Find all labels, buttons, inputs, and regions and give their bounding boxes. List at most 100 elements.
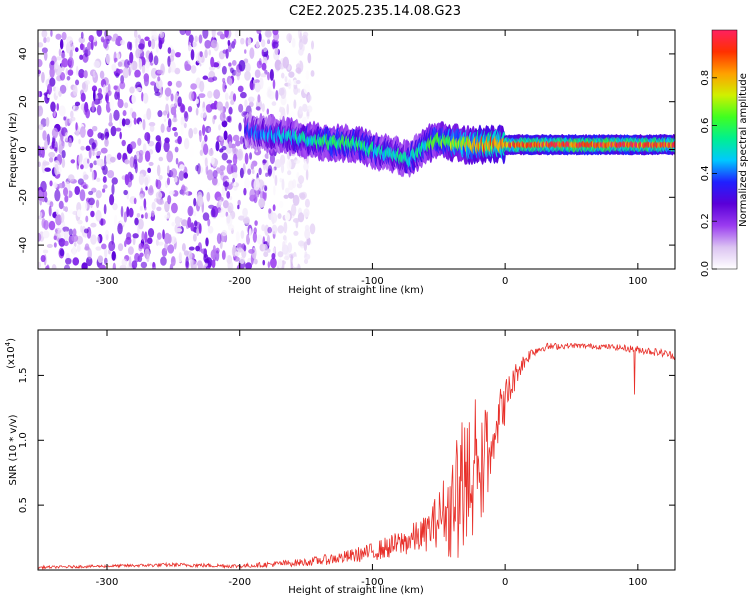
spectrogram-noise-cell (61, 31, 67, 41)
spectrogram-noise-cell (289, 111, 296, 120)
spectrogram-noise-cell (162, 229, 165, 240)
spectrogram-noise-cell (207, 225, 214, 234)
spectrogram-noise-cell (117, 61, 123, 67)
spectrogram-noise-cell (193, 197, 197, 207)
spectrogram-noise-cell (111, 177, 118, 185)
spectrogram-noise-cell (46, 36, 51, 43)
spectrogram-noise-cell (228, 106, 233, 115)
spectrogram-noise-cell (58, 200, 64, 210)
spectrogram-noise-cell (156, 206, 162, 212)
spectrogram-noise-cell (131, 111, 137, 119)
spectrogram-noise-cell (280, 154, 286, 166)
spectrogram-noise-cell (42, 230, 50, 239)
spectrogram-noise-cell (129, 141, 137, 150)
spectrogram-noise-cell (196, 227, 200, 237)
spectrogram-noise-cell (95, 210, 102, 222)
spectrogram-noise-cell (38, 42, 44, 48)
spectrogram-noise-cell (243, 187, 247, 196)
spectrogram-noise-cell (288, 180, 294, 191)
spectrogram-noise-cell (131, 93, 137, 105)
spectrogram-noise-cell (86, 256, 93, 267)
spectrogram-noise-cell (290, 254, 294, 267)
spectrogram-noise-cell (167, 80, 173, 87)
spectrogram-noise-cell (167, 244, 175, 254)
spectrogram-noise-cell (210, 208, 216, 218)
spectrogram-noise-cell (216, 196, 224, 203)
spectrogram-noise-cell (210, 156, 215, 165)
spectrogram-noise-cell (53, 147, 58, 152)
spectrogram-noise-cell (108, 240, 116, 252)
spectrogram-noise-cell (179, 164, 185, 172)
spectrogram-noise-cell (309, 223, 316, 235)
figure-title: C2E2.2025.235.14.08.G23 (289, 4, 461, 19)
spectrogram-noise-cell (120, 205, 124, 218)
spectrogram-noise-cell (58, 48, 62, 57)
spectrogram-noise-cell (151, 38, 156, 50)
spectrogram-noise-cell (175, 80, 182, 88)
spectrogram-noise-cell (221, 65, 227, 75)
spectrogram-noise-cell (303, 36, 308, 45)
spectrogram-noise-cell (119, 117, 123, 127)
colorbar-tick-label: 0.4 (700, 165, 711, 181)
spectrogram-noise-cell (148, 161, 154, 166)
spectrogram-noise-cell (144, 36, 150, 41)
spectrogram-noise-cell (248, 101, 254, 108)
spectrogram-noise-cell (80, 31, 84, 39)
spectrogram-noise-cell (72, 104, 76, 111)
spectrogram-noise-cell (287, 192, 295, 199)
spectrogram-noise-cell (38, 161, 41, 168)
spectrogram-noise-cell (293, 159, 301, 164)
spectrogram-noise-cell (290, 203, 297, 216)
spectrogram-noise-cell (112, 262, 116, 269)
spectrogram-noise-cell (226, 116, 232, 123)
spectrogram-noise-cell (140, 261, 148, 269)
spectrogram-noise-cell (245, 62, 251, 73)
spectrogram-noise-cell (156, 69, 164, 75)
spectrogram-noise-cell (295, 67, 302, 74)
spectrogram-noise-cell (207, 218, 211, 227)
spectrogram-noise-cell (177, 96, 182, 107)
spectrogram-noise-cell (64, 131, 69, 142)
spectrogram-noise-cell (72, 228, 77, 237)
spectrogram-noise-cell (65, 257, 72, 265)
spectrogram-noise-cell (109, 156, 116, 163)
spectrogram-signal-cell (672, 140, 675, 149)
spectrogram-noise-cell (135, 37, 138, 50)
spectrogram-noise-cell (72, 245, 77, 256)
spectrogram-noise-cell (68, 58, 73, 66)
spectrogram-noise-cell (91, 100, 95, 112)
spectrogram-noise-cell (104, 94, 108, 102)
spectrogram-noise-cell (111, 37, 116, 42)
spectrogram-noise-cell (254, 82, 261, 93)
spectrogram-noise-cell (62, 226, 70, 233)
spectrogram-noise-cell (266, 71, 270, 81)
spectrogram-noise-cell (160, 123, 165, 134)
spectrogram-y-label: Frequency (Hz) (8, 112, 19, 188)
x-tick-label: 0 (502, 276, 508, 287)
spectrogram-noise-cell (292, 256, 299, 268)
spectrogram-noise-cell (157, 199, 165, 205)
spectrogram-noise-cell (221, 120, 228, 128)
spectrogram-noise-cell (157, 110, 163, 118)
spectrogram-noise-cell (38, 69, 42, 75)
spectrogram-noise-cell (219, 112, 226, 122)
spectrogram-noise-cell (164, 214, 169, 219)
spectrogram-noise-cell (91, 170, 95, 181)
spectrogram-noise-cell (266, 108, 270, 115)
spectrogram-noise-cell (149, 262, 153, 267)
spectrogram-noise-cell (180, 124, 184, 136)
spectrogram-noise-cell (193, 210, 197, 217)
spectrogram-noise-cell (146, 108, 152, 120)
spectrogram-noise-cell (76, 244, 81, 253)
spectrogram-noise-cell (96, 30, 103, 37)
spectrogram-noise-cell (91, 187, 97, 193)
spectrogram-noise-cell (102, 184, 108, 189)
spectrogram-noise-cell (286, 103, 289, 116)
spectrogram-noise-cell (196, 260, 203, 269)
spectrogram-noise-cell (170, 255, 176, 267)
spectrogram-noise-cell (142, 143, 147, 154)
spectrogram-noise-cell (92, 149, 95, 157)
y-tick-label: 0.5 (18, 497, 29, 513)
spectrogram-noise-cell (232, 93, 237, 102)
spectrogram-noise-cell (197, 163, 201, 175)
